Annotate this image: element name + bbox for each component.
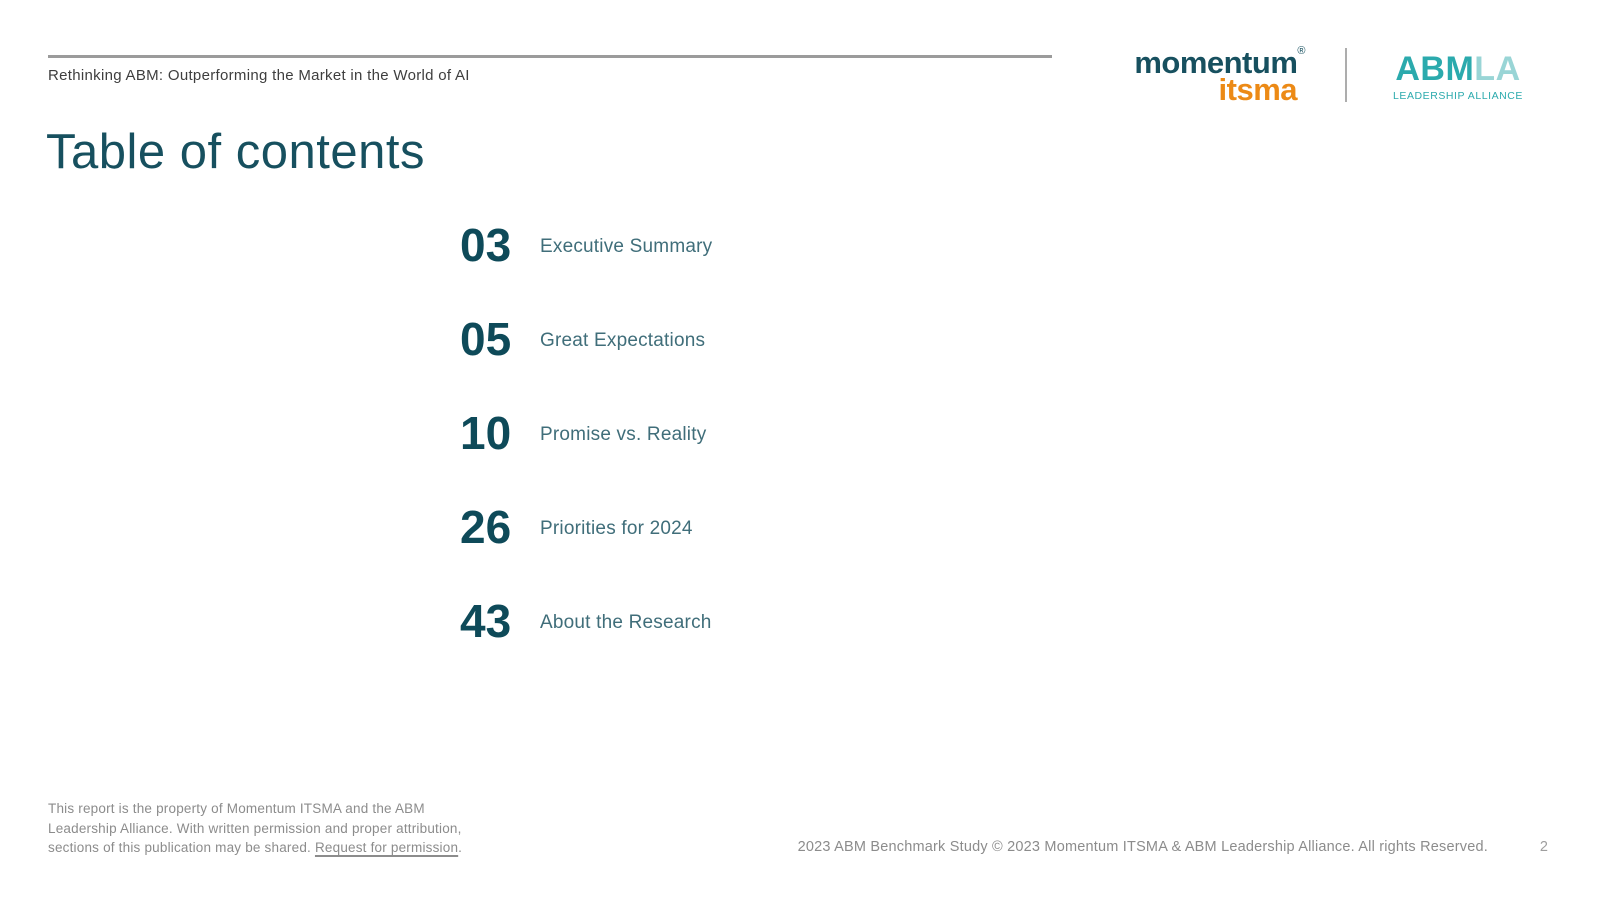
toc-entry-great-expectations[interactable]: 05 Great Expectations [460, 312, 712, 366]
footer-copyright: 2023 ABM Benchmark Study © 2023 Momentum… [797, 839, 1488, 855]
disclaimer-line-1: This report is the property of Momentum … [48, 801, 425, 816]
toc-entry-label: About the Research [540, 612, 712, 633]
registered-trademark-icon: ® [1297, 45, 1305, 57]
momentum-wordmark-text: momentum [1134, 45, 1298, 80]
request-permission-link[interactable]: Request for permission [314, 840, 459, 856]
footer-disclaimer: This report is the property of Momentum … [48, 799, 462, 858]
toc-entry-priorities-for-2024[interactable]: 26 Priorities for 2024 [460, 500, 712, 554]
abmla-subtitle: LEADERSHIP ALLIANCE [1393, 90, 1523, 102]
disclaimer-line-2: Leadership Alliance. With written permis… [48, 820, 462, 836]
toc-list: 03 Executive Summary 05 Great Expectatio… [460, 218, 712, 688]
logo-divider [1345, 48, 1347, 102]
itsma-wordmark: itsma [1218, 72, 1298, 107]
toc-page-number: 26 [460, 501, 512, 553]
toc-page-number: 43 [460, 595, 512, 647]
toc-entry-about-the-research[interactable]: 43 About the Research [460, 594, 712, 648]
toc-page-number: 05 [460, 313, 512, 365]
toc-entry-executive-summary[interactable]: 03 Executive Summary [460, 218, 712, 272]
toc-entry-label: Great Expectations [540, 330, 706, 351]
momentum-wordmark: momentum® [1100, 45, 1305, 80]
disclaimer-line-3: sections of this publication may be shar… [48, 840, 315, 856]
toc-entry-label: Executive Summary [540, 236, 713, 257]
abmla-wordmark: ABMLA [1388, 52, 1528, 86]
report-title: Rethinking ABM: Outperforming the Market… [48, 67, 470, 84]
toc-page-number: 03 [460, 219, 512, 271]
header-rule [48, 55, 1052, 58]
abmla-logo: ABMLA LEADERSHIP ALLIANCE [1388, 52, 1528, 102]
disclaimer-suffix: . [458, 840, 463, 856]
toc-entry-promise-vs-reality[interactable]: 10 Promise vs. Reality [460, 406, 712, 460]
toc-page-number: 10 [460, 407, 512, 459]
toc-entry-label: Promise vs. Reality [540, 424, 707, 445]
toc-entry-label: Priorities for 2024 [540, 518, 693, 539]
page-title: Table of contents [46, 125, 425, 179]
page-number: 2 [1539, 839, 1548, 855]
abm-wordmark-part: ABM [1395, 50, 1475, 88]
la-wordmark-part: LA [1474, 50, 1521, 88]
momentum-itsma-logo: momentum® itsma [1100, 45, 1305, 107]
